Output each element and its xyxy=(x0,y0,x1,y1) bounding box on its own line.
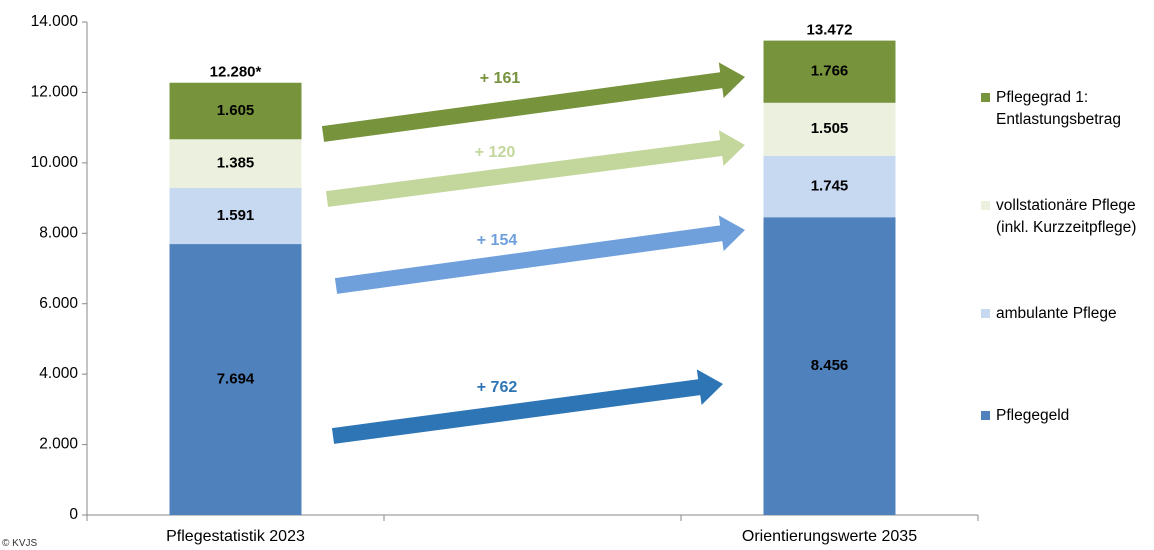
y-tick-label: 4.000 xyxy=(39,365,78,382)
legend-swatch xyxy=(981,309,990,318)
arrow-label: + 762 xyxy=(477,379,518,396)
trend-arrow xyxy=(321,62,745,142)
arrow-label: + 154 xyxy=(477,232,518,249)
trend-arrow xyxy=(331,369,723,444)
arrow-label: + 120 xyxy=(475,144,516,161)
y-tick-label: 6.000 xyxy=(39,295,78,312)
y-tick-label: 10.000 xyxy=(31,154,79,171)
legend-label: Pflegegeld xyxy=(996,407,1070,424)
total-label: 12.280* xyxy=(210,64,262,81)
value-label: 8.456 xyxy=(811,357,849,374)
legend-item: vollstationäre Pflege (inkl. Kurzzeitpfl… xyxy=(981,195,1151,239)
value-label: 1.766 xyxy=(811,63,849,80)
bar-segment xyxy=(169,82,302,140)
y-tick-label: 2.000 xyxy=(39,436,78,453)
legend-item: ambulante Pflege xyxy=(981,303,1151,325)
legend-label: ambulante Pflege xyxy=(996,305,1117,322)
trend-arrow xyxy=(325,130,745,207)
y-tick-label: 14.000 xyxy=(31,13,79,30)
legend-label: vollstationäre Pflege (inkl. Kurzzeitpfl… xyxy=(996,197,1137,236)
x-tick-label: Pflegestatistik 2023 xyxy=(166,528,305,545)
legend-swatch xyxy=(981,93,990,102)
x-tick-label: Orientierungswerte 2035 xyxy=(742,528,917,545)
legend-label: Pflegegrad 1: Entlastungsbetrag xyxy=(996,89,1121,128)
bar-segment xyxy=(763,40,896,103)
total-label: 13.472 xyxy=(807,22,853,39)
y-tick-label: 0 xyxy=(69,506,78,523)
bar-segment xyxy=(169,188,302,245)
bar-segment xyxy=(169,139,302,189)
bar-segment xyxy=(169,244,302,515)
arrow-label: + 161 xyxy=(480,70,521,87)
legend-swatch xyxy=(981,411,990,420)
bar-segment xyxy=(763,102,896,156)
legend-swatch xyxy=(981,201,990,210)
value-label: 1.505 xyxy=(811,120,849,137)
legend-item: Pflegegeld xyxy=(981,405,1151,427)
y-tick-label: 8.000 xyxy=(39,224,78,241)
bar-segment xyxy=(763,217,896,515)
legend-item: Pflegegrad 1: Entlastungsbetrag xyxy=(981,87,1151,131)
value-label: 1.745 xyxy=(811,177,849,194)
trend-arrow xyxy=(334,215,745,294)
value-label: 7.694 xyxy=(217,370,255,387)
y-tick-label: 12.000 xyxy=(31,84,79,101)
bar-segment xyxy=(763,155,896,218)
value-label: 1.605 xyxy=(217,102,255,119)
value-label: 1.385 xyxy=(217,155,255,172)
footnote: © KVJS xyxy=(2,538,38,549)
value-label: 1.591 xyxy=(217,207,255,224)
